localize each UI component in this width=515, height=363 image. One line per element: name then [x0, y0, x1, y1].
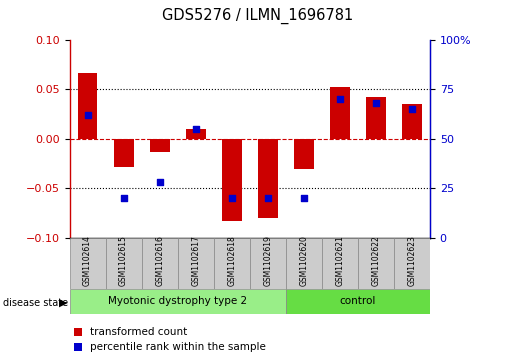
- Bar: [358, 238, 394, 289]
- Text: GDS5276 / ILMN_1696781: GDS5276 / ILMN_1696781: [162, 7, 353, 24]
- Bar: [366, 97, 386, 139]
- Point: [83, 112, 92, 118]
- Bar: [214, 238, 250, 289]
- Bar: [322, 238, 358, 289]
- Bar: [150, 139, 169, 152]
- Point: [372, 100, 380, 106]
- Text: GSM1102622: GSM1102622: [371, 235, 381, 286]
- Point: [408, 106, 416, 112]
- Legend: transformed count, percentile rank within the sample: transformed count, percentile rank withi…: [70, 323, 270, 356]
- Point: [300, 195, 308, 201]
- Bar: [402, 104, 422, 139]
- Text: GSM1102618: GSM1102618: [227, 235, 236, 286]
- Text: GSM1102620: GSM1102620: [299, 235, 308, 286]
- Text: GSM1102615: GSM1102615: [119, 235, 128, 286]
- Point: [119, 195, 128, 201]
- Text: disease state: disease state: [3, 298, 67, 308]
- Bar: [294, 139, 314, 168]
- Bar: [330, 87, 350, 139]
- Point: [228, 195, 236, 201]
- Text: ▶: ▶: [59, 298, 67, 308]
- Text: control: control: [340, 296, 376, 306]
- Bar: [250, 238, 286, 289]
- Bar: [70, 238, 106, 289]
- Point: [192, 126, 200, 132]
- Point: [336, 97, 344, 102]
- Bar: [186, 129, 205, 139]
- Bar: [70, 289, 286, 314]
- Text: GSM1102619: GSM1102619: [263, 235, 272, 286]
- Text: GSM1102621: GSM1102621: [335, 235, 345, 286]
- Text: Myotonic dystrophy type 2: Myotonic dystrophy type 2: [108, 296, 247, 306]
- Text: GSM1102614: GSM1102614: [83, 235, 92, 286]
- Bar: [106, 238, 142, 289]
- Bar: [178, 238, 214, 289]
- Bar: [286, 289, 430, 314]
- Bar: [394, 238, 430, 289]
- Bar: [114, 139, 133, 167]
- Point: [156, 179, 164, 185]
- Point: [264, 195, 272, 201]
- Bar: [258, 139, 278, 218]
- Bar: [142, 238, 178, 289]
- Bar: [286, 238, 322, 289]
- Bar: [78, 73, 97, 139]
- Text: GSM1102616: GSM1102616: [155, 235, 164, 286]
- Text: GSM1102623: GSM1102623: [407, 235, 417, 286]
- Text: GSM1102617: GSM1102617: [191, 235, 200, 286]
- Bar: [222, 139, 242, 221]
